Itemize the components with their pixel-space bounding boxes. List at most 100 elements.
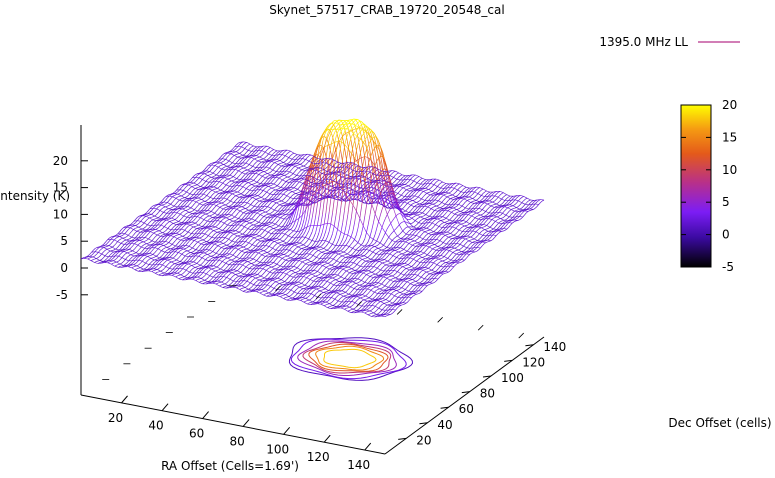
mesh-segment xyxy=(273,186,276,188)
mesh-segment xyxy=(281,261,285,265)
mesh-segment xyxy=(145,260,148,264)
mesh-segment xyxy=(253,240,257,243)
mesh-segment xyxy=(164,254,167,257)
mesh-segment xyxy=(196,252,200,255)
mesh-segment xyxy=(183,207,186,209)
mesh-segment xyxy=(227,264,230,268)
mesh-segment xyxy=(125,243,129,247)
mesh-segment xyxy=(276,261,279,265)
mesh-segment xyxy=(214,198,218,201)
mesh-segment xyxy=(157,226,160,229)
mesh-segment xyxy=(179,184,182,187)
mesh-segment xyxy=(281,272,284,275)
mesh-segment xyxy=(233,271,236,273)
mesh-segment xyxy=(205,251,208,253)
mesh-segment xyxy=(291,235,294,238)
mesh-segment xyxy=(253,274,256,277)
mesh-segment xyxy=(326,242,330,246)
mesh-segment xyxy=(229,251,232,255)
mesh-segment xyxy=(295,231,298,234)
mesh-segment xyxy=(256,191,259,194)
mesh-segment xyxy=(253,282,256,285)
mesh-segment xyxy=(245,264,249,268)
mesh-segment xyxy=(264,258,268,262)
mesh-segment xyxy=(226,160,230,163)
mesh-segment xyxy=(283,221,286,225)
mesh-segment xyxy=(232,258,235,260)
mesh-segment xyxy=(130,264,132,267)
mesh-segment xyxy=(286,272,289,275)
mesh-segment xyxy=(286,168,289,172)
mesh-segment xyxy=(155,239,158,243)
mesh-segment xyxy=(315,260,319,263)
mesh-segment xyxy=(230,148,234,151)
mesh-segment xyxy=(192,274,195,277)
mesh-segment xyxy=(203,191,206,195)
mesh-segment xyxy=(273,249,277,253)
mesh-segment xyxy=(281,235,284,239)
mesh-segment xyxy=(178,219,181,222)
mesh-segment xyxy=(242,263,245,266)
mesh-segment xyxy=(299,256,302,258)
mesh-segment xyxy=(163,247,166,250)
mesh-segment xyxy=(308,209,312,220)
mesh-segment xyxy=(282,178,285,181)
mesh-segment xyxy=(276,160,279,163)
mesh-segment xyxy=(282,183,285,186)
mesh-segment xyxy=(230,182,234,185)
mesh-segment xyxy=(218,263,221,266)
mesh-segment xyxy=(220,178,224,180)
mesh-segment xyxy=(163,210,166,213)
mesh-segment xyxy=(276,230,279,233)
mesh-segment xyxy=(237,185,240,188)
mesh-segment xyxy=(236,142,239,145)
mesh-segment xyxy=(259,150,262,153)
mesh-segment xyxy=(245,197,248,201)
mesh-segment xyxy=(274,258,278,261)
mesh-segment xyxy=(227,186,230,189)
mesh-segment xyxy=(296,233,299,237)
mesh-segment xyxy=(307,261,310,264)
mesh-segment xyxy=(212,183,215,186)
mesh-segment xyxy=(241,175,244,179)
mesh-segment xyxy=(291,198,294,202)
mesh-segment xyxy=(216,162,219,165)
mesh-segment xyxy=(210,245,214,249)
mesh-segment xyxy=(173,273,176,275)
mesh-segment xyxy=(132,240,135,243)
mesh-segment xyxy=(288,233,291,237)
mesh-segment xyxy=(204,268,207,271)
mesh-segment xyxy=(297,249,300,252)
mesh-segment xyxy=(221,239,224,242)
mesh-segment xyxy=(212,274,216,278)
mesh-segment xyxy=(209,195,213,198)
mesh-segment xyxy=(300,232,303,236)
mesh-segment xyxy=(116,255,119,259)
mesh-segment xyxy=(161,248,164,251)
mesh-segment xyxy=(286,164,289,166)
mesh-segment xyxy=(152,225,155,228)
mesh-segment xyxy=(279,165,282,168)
mesh-segment xyxy=(226,233,229,236)
mesh-segment xyxy=(263,151,266,155)
mesh-segment xyxy=(222,245,226,247)
mesh-segment xyxy=(241,208,244,211)
mesh-segment xyxy=(159,250,162,253)
mesh-segment xyxy=(283,164,286,166)
mesh-segment xyxy=(103,250,106,253)
mesh-segment xyxy=(284,273,287,277)
mesh-segment xyxy=(345,170,349,173)
mesh-segment xyxy=(275,179,278,183)
mesh-segment xyxy=(314,178,318,182)
mesh-segment xyxy=(164,218,167,220)
mesh-segment xyxy=(155,230,158,233)
mesh-segment xyxy=(209,206,212,209)
mesh-segment xyxy=(283,197,286,200)
mesh-segment xyxy=(253,208,256,211)
mesh-segment xyxy=(282,251,285,254)
mesh-segment xyxy=(255,171,258,174)
mesh-segment xyxy=(170,231,174,234)
mesh-segment xyxy=(277,171,280,174)
mesh-segment xyxy=(143,262,146,266)
